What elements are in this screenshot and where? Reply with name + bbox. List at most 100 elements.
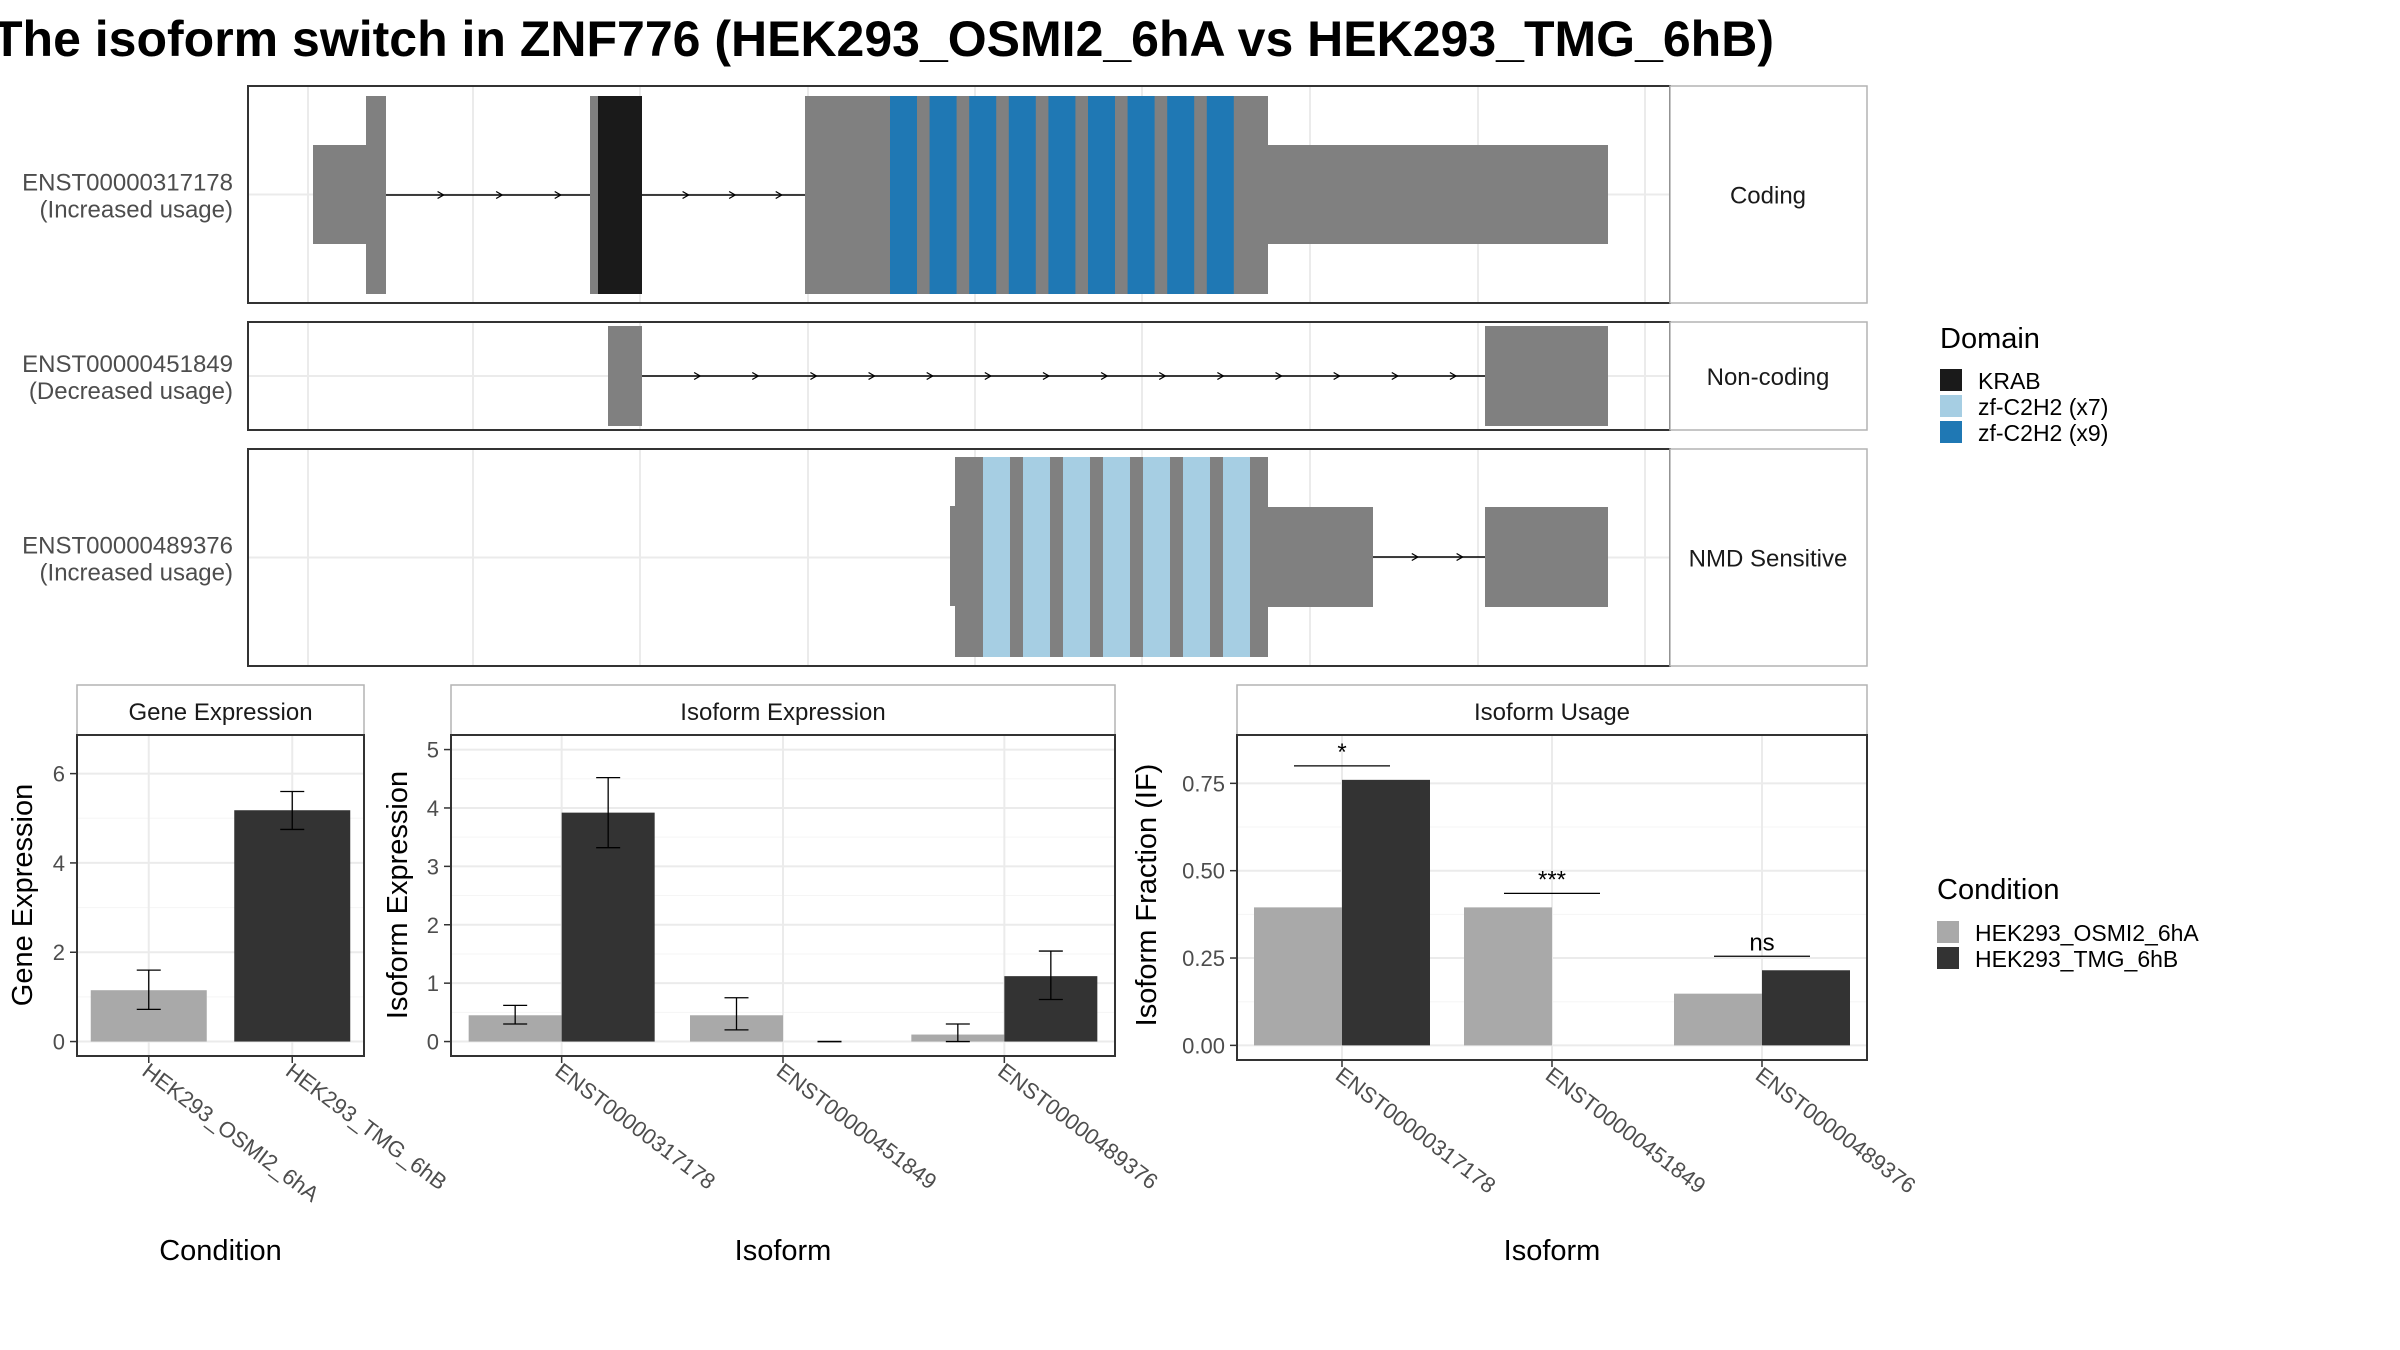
domain-legend-title: Domain — [1940, 323, 2040, 355]
exon — [608, 326, 642, 426]
transcript-id-label: ENST00000317178 — [22, 170, 233, 197]
panel-border — [76, 734, 365, 1057]
domain-zf-c2h2-x9 — [890, 96, 917, 294]
domain-zf-c2h2-x9 — [969, 96, 997, 294]
transcript-panel: Non-coding ENST00000451849(Decreased usag… — [22, 321, 1868, 431]
facet-strip — [76, 684, 365, 736]
direction-arrow — [437, 190, 445, 200]
bar — [1464, 907, 1552, 1046]
domain-zf-c2h2-x7 — [983, 457, 1010, 657]
significance-label: *** — [1538, 866, 1566, 893]
domain-krab — [598, 96, 642, 294]
transcript-panel: Coding ENST00000317178(Increased usage) — [22, 85, 1868, 304]
x-tick-label: ENST00000489376 — [993, 1058, 1162, 1194]
domain-zf-c2h2-x7 — [1183, 457, 1210, 657]
legend-label-krab: KRAB — [1978, 368, 2041, 394]
panel-title: Isoform Usage — [1474, 699, 1630, 726]
x-tick-label: ENST00000489376 — [1751, 1062, 1920, 1198]
legend-key-tmg — [1937, 947, 1959, 969]
x-tick-label: ENST00000317178 — [551, 1058, 720, 1194]
bar — [561, 812, 655, 1042]
significance-label: ns — [1749, 929, 1774, 956]
y-tick-label: 2 — [427, 913, 439, 938]
direction-arrow — [1411, 552, 1420, 562]
y-tick-label: 0.00 — [1182, 1033, 1225, 1058]
y-tick-label: 3 — [427, 854, 439, 879]
direction-arrow — [1391, 371, 1400, 381]
bar — [1342, 779, 1430, 1046]
y-tick-label: 0.25 — [1182, 946, 1225, 971]
direction-arrow — [1275, 371, 1283, 381]
panel-title: Gene Expression — [128, 699, 312, 726]
transcript-usage-label: (Increased usage) — [40, 197, 233, 224]
panel-title: Isoform Expression — [680, 699, 885, 726]
direction-arrow — [775, 190, 784, 200]
domain-legend: Domain KRAB zf-C2H2 (x7) zf-C2H2 (x9) — [1940, 323, 2108, 446]
domain-zf-c2h2-x7 — [1063, 457, 1090, 657]
y-tick-label: 0.50 — [1182, 859, 1225, 884]
exon — [590, 96, 598, 294]
transcript-usage-label: (Increased usage) — [40, 560, 233, 587]
y-axis-label: Isoform Expression — [382, 771, 414, 1019]
direction-arrow — [751, 371, 760, 381]
legend-key-osmi2 — [1937, 921, 1959, 943]
domain-zf-c2h2-x9 — [1088, 96, 1115, 294]
exon — [1485, 507, 1608, 607]
domain-zf-c2h2-x7 — [1223, 457, 1250, 657]
y-axis-label: Isoform Fraction (IF) — [1131, 764, 1163, 1027]
exon — [1485, 145, 1608, 244]
direction-arrow — [682, 190, 690, 200]
y-tick-label: 0 — [427, 1030, 439, 1055]
y-tick-label: 0.75 — [1182, 771, 1225, 796]
transcript-usage-label: (Decreased usage) — [29, 378, 233, 405]
y-tick-label: 2 — [53, 940, 65, 965]
direction-arrow — [693, 371, 702, 381]
y-tick-label: 6 — [53, 762, 65, 787]
x-tick-label: ENST00000317178 — [1331, 1062, 1500, 1198]
facet-strip — [1669, 85, 1868, 304]
domain-zf-c2h2-x9 — [1127, 96, 1155, 294]
direction-arrow — [810, 371, 818, 381]
legend-key-krab — [1940, 369, 1962, 391]
facet-strip — [450, 684, 1116, 736]
condition-legend-title: Condition — [1937, 874, 2060, 906]
facet-strip — [1236, 684, 1868, 736]
bar — [1762, 970, 1850, 1046]
x-tick-label: ENST00000451849 — [1541, 1062, 1710, 1198]
exon — [313, 145, 366, 244]
transcript-id-label: ENST00000451849 — [22, 351, 233, 378]
direction-arrow — [728, 190, 737, 200]
transcript-id-label: ENST00000489376 — [22, 533, 233, 560]
exon — [805, 96, 890, 294]
y-tick-label: 4 — [53, 851, 65, 876]
y-tick-label: 5 — [427, 738, 439, 763]
domain-zf-c2h2-x7 — [1143, 457, 1170, 657]
direction-arrow — [495, 190, 504, 200]
x-axis-label: Isoform — [735, 1235, 832, 1267]
exon — [366, 96, 386, 294]
bar-chart-panels: Gene Expression0246HEK293_OSMI2_6hAHEK29… — [7, 684, 1920, 1267]
legend-label-osmi2: HEK293_OSMI2_6hA — [1975, 920, 2199, 946]
y-tick-label: 0 — [53, 1030, 65, 1055]
direction-arrow — [1217, 371, 1225, 381]
domain-zf-c2h2-x9 — [1008, 96, 1036, 294]
direction-arrow — [1042, 371, 1051, 381]
bar — [234, 810, 351, 1042]
legend-key-zf7 — [1940, 395, 1962, 417]
direction-arrow — [1456, 552, 1464, 562]
domain-zf-c2h2-x9 — [1048, 96, 1076, 294]
legend-label-zf9: zf-C2H2 (x9) — [1978, 420, 2108, 446]
bar — [1254, 907, 1342, 1046]
figure-title: The isoform switch in ZNF776 (HEK293_OSM… — [0, 11, 1774, 67]
exon — [1246, 96, 1268, 294]
facet-strip-label: NMD Sensitive — [1689, 546, 1848, 573]
legend-key-zf9 — [1940, 421, 1962, 443]
legend-label-zf7: zf-C2H2 (x7) — [1978, 394, 2108, 420]
domain-zf-c2h2-x9 — [1206, 96, 1234, 294]
domain-zf-c2h2-x9 — [929, 96, 957, 294]
y-tick-label: 1 — [427, 971, 439, 996]
facet-strip — [1669, 448, 1868, 667]
bar-chart-panel: Isoform Usage0.000.250.500.75****nsENST0… — [1131, 684, 1920, 1267]
